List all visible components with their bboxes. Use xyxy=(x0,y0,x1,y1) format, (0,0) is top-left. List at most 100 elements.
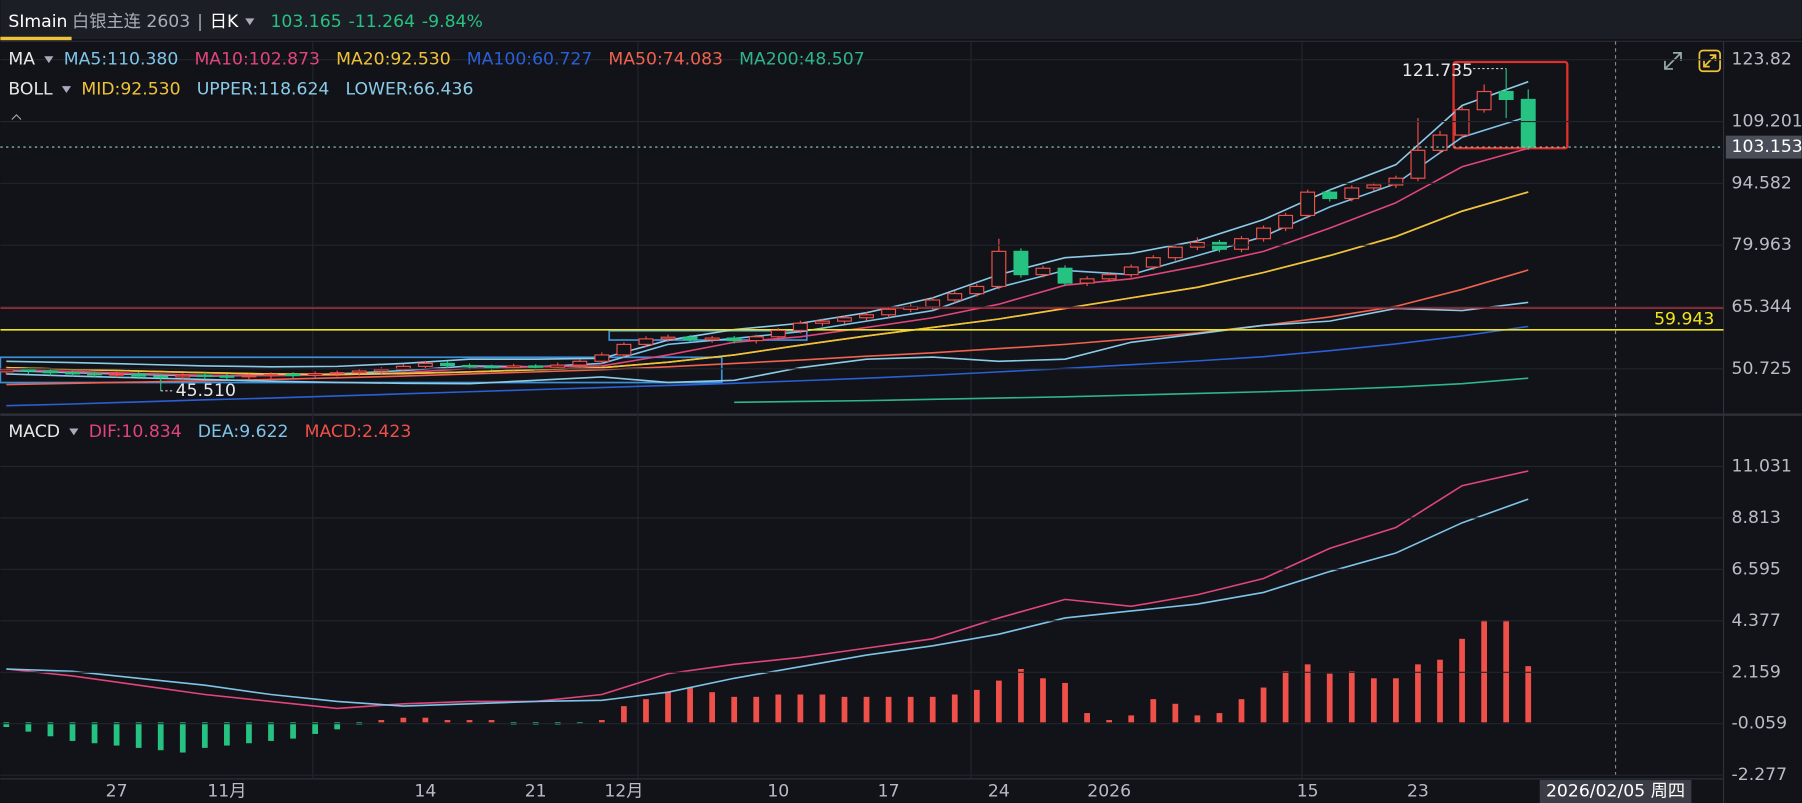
macd-bar xyxy=(378,720,385,723)
macd-bar xyxy=(753,696,760,723)
header-symbol: SImain xyxy=(8,12,67,32)
candle-body xyxy=(859,314,875,319)
candle-body xyxy=(506,365,522,369)
candle-body xyxy=(219,375,235,378)
hline-label: 59.943 xyxy=(1654,309,1714,329)
candle-body xyxy=(594,354,610,362)
expand-icons[interactable] xyxy=(1664,49,1721,73)
y-tick-label: 6.595 xyxy=(1732,559,1781,579)
macd-bar xyxy=(3,722,10,727)
price-plot xyxy=(0,68,1724,407)
macd-bar xyxy=(621,706,627,723)
y-tick-label: 65.344 xyxy=(1732,297,1792,317)
macd-bar xyxy=(819,694,826,723)
macd-bar xyxy=(885,696,892,723)
macd-bar xyxy=(1326,673,1333,723)
macd-bar xyxy=(951,694,958,723)
header-separator: | xyxy=(197,12,203,32)
y-tick-label: 50.725 xyxy=(1732,359,1792,379)
candle-body xyxy=(285,373,301,377)
legend-entry: MA5:110.380 xyxy=(64,50,179,70)
macd-bar xyxy=(1481,620,1487,723)
fullscreen-icon[interactable] xyxy=(1698,49,1721,73)
candle-body xyxy=(616,343,632,356)
candle-body xyxy=(1322,191,1338,200)
macd-bar xyxy=(268,722,274,741)
macd-bar xyxy=(973,689,980,723)
macd-bar xyxy=(157,722,164,751)
macd-bar xyxy=(91,722,98,744)
macd-bar xyxy=(312,722,318,734)
legend-entry: LOWER:66.436 xyxy=(345,80,473,100)
macd-bar xyxy=(863,696,870,723)
legend-entry: DIF:10.834 xyxy=(89,422,182,442)
dropdown-arrow xyxy=(245,18,255,26)
candle-body xyxy=(947,293,963,301)
macd-bar xyxy=(1525,666,1532,723)
macd-bar xyxy=(598,720,605,723)
candle-body xyxy=(1057,267,1073,284)
legend-entry: MA200:48.507 xyxy=(739,50,865,70)
legend-entry: UPPER:118.624 xyxy=(197,80,330,100)
macd-bar xyxy=(1150,699,1157,723)
macd-bar xyxy=(665,692,671,723)
fullscreen-arrow[interactable] xyxy=(1703,54,1717,68)
candle-body xyxy=(682,336,698,341)
legend-entry: MA100:60.727 xyxy=(467,50,593,70)
header-period: 日K xyxy=(210,12,239,32)
candle-body xyxy=(1234,238,1249,250)
last-price-box xyxy=(1725,135,1802,159)
candle-body xyxy=(881,308,897,316)
candle-body xyxy=(0,369,14,373)
macd-bar xyxy=(69,722,76,741)
candle-body xyxy=(1123,266,1139,276)
macd-bar xyxy=(841,696,848,723)
macd-bar xyxy=(1348,671,1355,723)
macd-bar xyxy=(1172,703,1179,723)
low-label: 45.510 xyxy=(176,381,236,401)
candle-body xyxy=(1013,250,1029,276)
macd-bar xyxy=(929,696,936,723)
macd-bar xyxy=(1238,699,1245,723)
tab-indicator xyxy=(0,36,72,41)
x-tick-label: 21 xyxy=(525,782,547,802)
candle-body xyxy=(1520,98,1536,148)
candle-body xyxy=(660,336,676,340)
x-tick-label: 27 xyxy=(106,782,128,802)
y-tick-label: 109.201 xyxy=(1732,112,1802,132)
expand-icon[interactable] xyxy=(1664,51,1682,70)
macd-bar xyxy=(1459,638,1465,723)
y-tick-label: 79.963 xyxy=(1732,235,1792,255)
macd-bar xyxy=(731,696,738,723)
macd-bar xyxy=(1370,678,1377,723)
collapse-icon[interactable] xyxy=(11,114,22,120)
candle-body xyxy=(153,375,169,378)
dropdown-arrow xyxy=(69,428,79,436)
candle-body xyxy=(241,375,257,378)
indicator-line xyxy=(6,147,1529,377)
candle-body xyxy=(175,374,191,378)
candle-body xyxy=(991,250,1007,288)
y-tick-label: 8.813 xyxy=(1732,508,1781,528)
macd-bar xyxy=(1260,687,1267,723)
candle-body xyxy=(1211,241,1227,250)
candle-body xyxy=(1432,134,1448,151)
macd-bar xyxy=(224,722,230,746)
macd-bar xyxy=(246,722,252,744)
y-tick-label: 94.582 xyxy=(1732,173,1792,193)
indicator-line xyxy=(734,377,1529,404)
candle-body xyxy=(131,373,147,377)
candle-body xyxy=(263,373,279,377)
x-tick-label: 14 xyxy=(414,782,436,802)
candle-body xyxy=(351,370,367,374)
candle-body xyxy=(925,299,941,308)
candle-body xyxy=(1366,184,1382,189)
high-label: 121.735 xyxy=(1402,61,1473,81)
legend-entry: MA10:102.873 xyxy=(194,50,320,70)
candle-body xyxy=(969,285,985,295)
legend-entry: MID:92.530 xyxy=(81,80,180,100)
macd-bar xyxy=(1194,715,1201,723)
header-change: -11.264 xyxy=(349,12,415,32)
